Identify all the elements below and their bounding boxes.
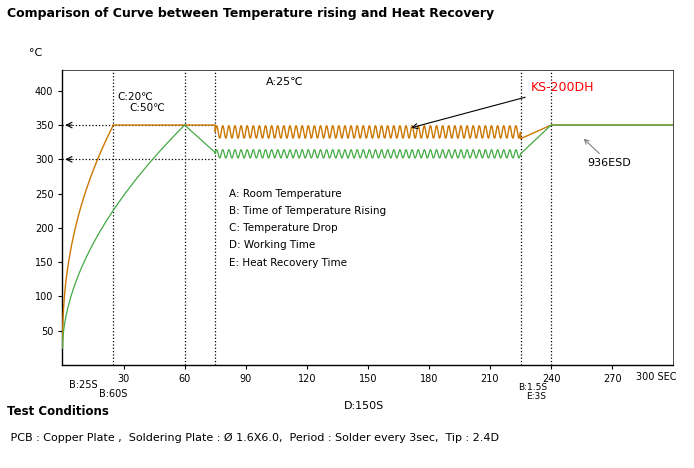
Text: Test Conditions: Test Conditions xyxy=(7,405,109,418)
Text: KS-200DH: KS-200DH xyxy=(412,81,594,129)
Text: E:3S: E:3S xyxy=(527,392,547,402)
Text: D: Working Time: D: Working Time xyxy=(230,241,316,250)
Text: B:60S: B:60S xyxy=(99,388,128,399)
Text: B:1.5S: B:1.5S xyxy=(518,383,548,392)
Text: D:150S: D:150S xyxy=(344,401,384,411)
Text: A: Room Temperature: A: Room Temperature xyxy=(230,189,342,199)
Text: 936ESD: 936ESD xyxy=(584,139,632,168)
Text: A:25℃: A:25℃ xyxy=(266,77,304,88)
Text: C:50℃: C:50℃ xyxy=(130,103,165,113)
Text: °C: °C xyxy=(29,48,42,58)
Text: B:25S: B:25S xyxy=(69,380,97,390)
Text: Comparison of Curve between Temperature rising and Heat Recovery: Comparison of Curve between Temperature … xyxy=(7,7,494,20)
Text: C: Temperature Drop: C: Temperature Drop xyxy=(230,223,338,234)
Text: PCB : Copper Plate ,  Soldering Plate : Ø 1.6X6.0,  Period : Solder every 3sec, : PCB : Copper Plate , Soldering Plate : Ø… xyxy=(7,433,499,443)
Text: E: Heat Recovery Time: E: Heat Recovery Time xyxy=(230,257,348,268)
Text: B: Time of Temperature Rising: B: Time of Temperature Rising xyxy=(230,206,387,216)
Text: 300 SEC: 300 SEC xyxy=(636,372,677,382)
Text: C:20℃: C:20℃ xyxy=(117,92,153,102)
